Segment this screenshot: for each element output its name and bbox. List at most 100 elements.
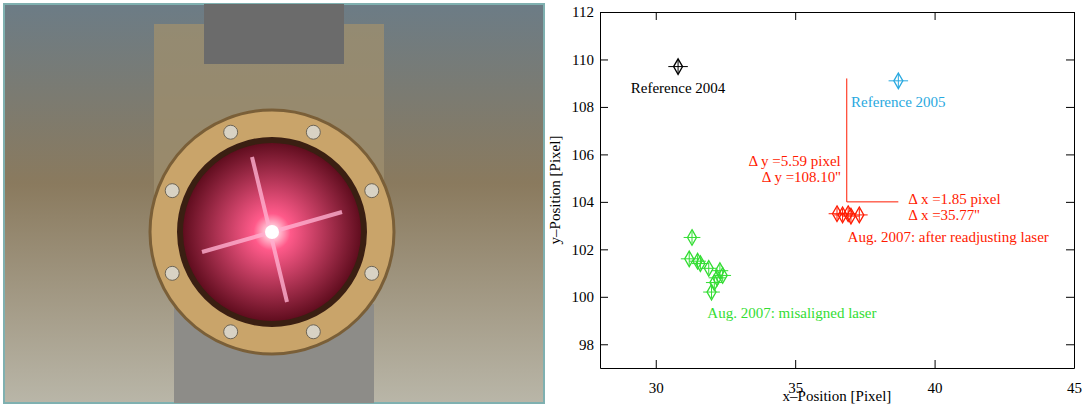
- y-error-bar: [850, 210, 851, 222]
- tick: [1066, 249, 1074, 250]
- y-axis-title: y–Position [Pixel]: [547, 136, 563, 245]
- photo-machine-top: [204, 4, 344, 64]
- point: [688, 230, 697, 246]
- tick: 100: [572, 289, 609, 305]
- tick: [1066, 344, 1074, 345]
- y-error-bar: [692, 232, 693, 244]
- tick-mark: [600, 107, 608, 108]
- tick: [1066, 297, 1074, 298]
- delta-x-line: [847, 201, 899, 202]
- tick: 106: [572, 147, 609, 163]
- photo-bolt: [365, 266, 379, 280]
- point: [894, 73, 903, 89]
- tick-label: 110: [572, 52, 594, 68]
- point: [846, 208, 855, 224]
- tick-label: 30: [649, 380, 664, 396]
- tick-label: 40: [928, 380, 943, 396]
- tick-label: 112: [572, 4, 594, 20]
- y-axis-right: [1066, 13, 1075, 369]
- point: [674, 59, 683, 75]
- tick: 102: [572, 242, 609, 258]
- y-error-bar: [898, 74, 899, 88]
- series: [889, 73, 909, 89]
- y-error-bar: [689, 253, 690, 265]
- series: [681, 230, 731, 300]
- x-axis-top: [601, 12, 1075, 20]
- tick: [1066, 59, 1074, 60]
- y-error-bar: [708, 262, 709, 274]
- annotation: Δ y =5.59 pixel: [748, 153, 840, 169]
- tick: 30: [649, 360, 664, 396]
- photo-laser-spot: [265, 225, 279, 239]
- tick: [1066, 154, 1074, 155]
- point: [713, 270, 722, 286]
- photo-window: [180, 140, 364, 324]
- tick: 108: [572, 99, 609, 115]
- tick-label: 98: [579, 337, 594, 353]
- tick-mark: [600, 59, 608, 60]
- tick-mark: [656, 360, 657, 368]
- tick-mark: [1066, 12, 1074, 13]
- photo-laser-cross: [202, 157, 342, 302]
- point: [693, 253, 702, 269]
- tick-label: 100: [572, 289, 595, 305]
- tick: [1066, 12, 1074, 13]
- plot-texts: Reference 2004Reference 2005Aug. 2007: a…: [631, 80, 1049, 321]
- series-label: Aug. 2007: misaligned laser: [707, 305, 876, 321]
- axis-line: [601, 12, 1075, 13]
- tick-mark: [656, 12, 657, 20]
- series: [668, 59, 688, 75]
- tick-mark: [600, 344, 608, 345]
- tick-mark: [600, 12, 608, 13]
- y-error-bar: [697, 255, 698, 267]
- tick: [656, 12, 657, 20]
- y-error-bar: [678, 59, 679, 73]
- tick-mark: [1066, 297, 1074, 298]
- point: [685, 251, 694, 267]
- photo-panel: [4, 4, 544, 403]
- photo-bolt: [306, 125, 320, 139]
- tick-mark: [1066, 59, 1074, 60]
- figure: 3035404598100102104106108110112x–Positio…: [0, 0, 1090, 407]
- tick-mark: [600, 202, 608, 203]
- photo-bolt: [224, 325, 238, 339]
- tick-mark: [600, 297, 608, 298]
- y-error-bar: [711, 286, 712, 298]
- tick: [795, 12, 796, 20]
- annotation: Δ y =108.10'': [762, 169, 841, 185]
- photo-bolt: [165, 266, 179, 280]
- axis-line: [1074, 13, 1075, 369]
- x-axis-title: x–Position [Pixel]: [783, 388, 892, 404]
- tick-mark: [795, 12, 796, 20]
- tick-mark: [1066, 154, 1074, 155]
- axis-line: [601, 368, 1075, 369]
- tick-mark: [1066, 107, 1074, 108]
- point: [855, 207, 864, 223]
- photo-bolt: [165, 184, 179, 198]
- y-error-bar: [859, 209, 860, 221]
- tick-mark: [1066, 202, 1074, 203]
- series-label: Reference 2005: [851, 94, 946, 110]
- series-label: Reference 2004: [631, 80, 726, 96]
- tick: 40: [928, 360, 943, 396]
- y-error-bar: [717, 272, 718, 284]
- tick-mark: [935, 12, 936, 20]
- y-error-bar: [842, 209, 843, 221]
- point: [704, 261, 713, 277]
- tick: 104: [572, 194, 609, 210]
- tick-mark: [795, 360, 796, 368]
- photo-bolt: [224, 125, 238, 139]
- y-error-bar: [722, 270, 723, 282]
- tick-mark: [600, 249, 608, 250]
- tick-label: 102: [572, 242, 595, 258]
- series: [829, 206, 868, 224]
- tick-mark: [600, 154, 608, 155]
- tick: 98: [579, 337, 608, 353]
- photo-bolt: [306, 325, 320, 339]
- photo-flange: [150, 110, 394, 354]
- tick-label: 104: [572, 194, 595, 210]
- tick-label: 108: [572, 99, 595, 115]
- tick-mark: [935, 360, 936, 368]
- tick: 110: [572, 52, 608, 68]
- tick-mark: [1066, 249, 1074, 250]
